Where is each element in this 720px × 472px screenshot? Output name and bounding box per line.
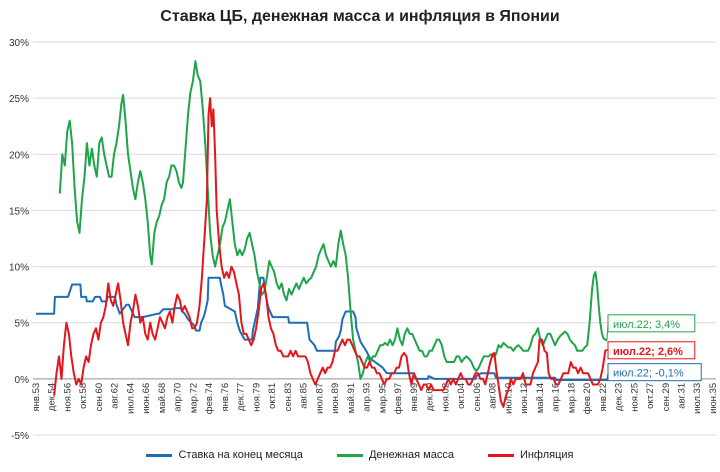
legend-item-rate: Ставка на конец месяца bbox=[146, 449, 303, 461]
legend-swatch-inflation bbox=[487, 453, 514, 457]
legend-label-money: Денежная масса bbox=[368, 449, 454, 461]
x-tick-label: май.91 bbox=[346, 383, 357, 413]
x-tick-label: фев.20 bbox=[582, 383, 593, 414]
y-tick-label: -5% bbox=[11, 431, 29, 442]
legend-swatch-rate bbox=[146, 453, 173, 457]
x-tick-label: июл.33 bbox=[692, 383, 703, 414]
y-tick-label: 0% bbox=[15, 375, 30, 386]
x-tick-label: сен.29 bbox=[661, 383, 672, 412]
legend-swatch-money bbox=[336, 453, 363, 457]
x-tick-label: окт.27 bbox=[645, 383, 656, 409]
annotation-box bbox=[607, 341, 696, 360]
x-tick-label: май.14 bbox=[535, 383, 546, 413]
x-tick-label: июл.10 bbox=[503, 383, 514, 414]
legend-label-rate: Ставка на конец месяца bbox=[178, 449, 303, 461]
y-tick-label: 15% bbox=[9, 206, 29, 217]
chart-plot: -5% 0% 5% 10% 15% 20% 25% 30% янв.53 дек.54 ноя.56… bbox=[9, 38, 719, 442]
x-tick-label: авг.31 bbox=[677, 383, 688, 409]
legend-item-money: Денежная масса bbox=[336, 449, 454, 461]
x-tick-label: сен.83 bbox=[283, 383, 294, 412]
x-tick-label: янв.76 bbox=[220, 383, 231, 412]
x-tick-label: авг.85 bbox=[299, 383, 310, 409]
y-tick-label: 10% bbox=[9, 263, 29, 274]
x-tick-label: май.68 bbox=[157, 383, 168, 413]
x-tick-label: фев.97 bbox=[393, 383, 404, 414]
y-tick-label: 25% bbox=[9, 94, 29, 105]
x-tick-label: апр.93 bbox=[362, 383, 373, 412]
x-tick-label: ноя.79 bbox=[251, 383, 262, 412]
x-tick-label: июн.12 bbox=[519, 383, 530, 414]
x-tick-label: дек.54 bbox=[47, 383, 58, 411]
x-tick-label: янв.53 bbox=[31, 383, 42, 412]
annotation-box bbox=[607, 363, 702, 382]
x-tick-label: сен.06 bbox=[472, 383, 483, 412]
x-tick-label: мар.18 bbox=[566, 383, 577, 413]
annotation-label: июл.22; -0,1% bbox=[613, 368, 684, 380]
x-tick-label: дек.23 bbox=[614, 383, 625, 411]
chart-legend: Ставка на конец месяца Денежная масса Ин… bbox=[0, 449, 720, 461]
x-tick-label: авг.62 bbox=[110, 383, 121, 409]
x-tick-label: ноя.02 bbox=[440, 383, 451, 412]
legend-item-inflation: Инфляция bbox=[487, 449, 574, 461]
x-tick-label: июл.87 bbox=[314, 383, 325, 414]
x-tick-label: июн.89 bbox=[330, 383, 341, 414]
chart-title: Ставка ЦБ, денежная масса и инфляция в Я… bbox=[160, 8, 560, 25]
x-tick-label: ноя.56 bbox=[62, 383, 73, 412]
series-line-2 bbox=[53, 97, 608, 408]
y-tick-label: 5% bbox=[15, 319, 30, 330]
x-tick-label: дек.00 bbox=[425, 383, 436, 411]
x-tick-label: июл.64 bbox=[125, 383, 136, 414]
y-tick-label: 20% bbox=[9, 150, 29, 161]
x-tick-label: окт.58 bbox=[78, 383, 89, 409]
x-tick-label: янв.22 bbox=[598, 383, 609, 412]
series-line-0 bbox=[36, 276, 608, 381]
x-tick-label: авг.08 bbox=[488, 383, 499, 409]
x-tick-label: мар.95 bbox=[377, 383, 388, 413]
x-tick-label: апр.16 bbox=[551, 383, 562, 412]
x-tick-label: янв.99 bbox=[409, 383, 420, 412]
x-tick-label: дек.77 bbox=[236, 383, 247, 411]
x-tick-label: ноя.25 bbox=[629, 383, 640, 412]
x-tick-label: фев.74 bbox=[204, 383, 215, 414]
x-tick-label: сен.60 bbox=[94, 383, 105, 412]
series-line-1 bbox=[58, 60, 608, 380]
x-tick-label: мар.72 bbox=[188, 383, 199, 413]
x-tick-label: окт.04 bbox=[456, 383, 467, 409]
x-tick-label: апр.70 bbox=[173, 383, 184, 412]
x-tick-label: июн.66 bbox=[141, 383, 152, 414]
annotation-label: июл.22; 2,6% bbox=[613, 346, 683, 358]
x-tick-label: окт.81 bbox=[267, 383, 278, 409]
legend-label-inflation: Инфляция bbox=[519, 449, 574, 461]
x-tick-label: июн.35 bbox=[708, 383, 719, 414]
y-tick-label: 30% bbox=[9, 38, 29, 49]
annotation-box bbox=[607, 314, 696, 333]
annotation-label: июл.22; 3,4% bbox=[613, 319, 680, 331]
